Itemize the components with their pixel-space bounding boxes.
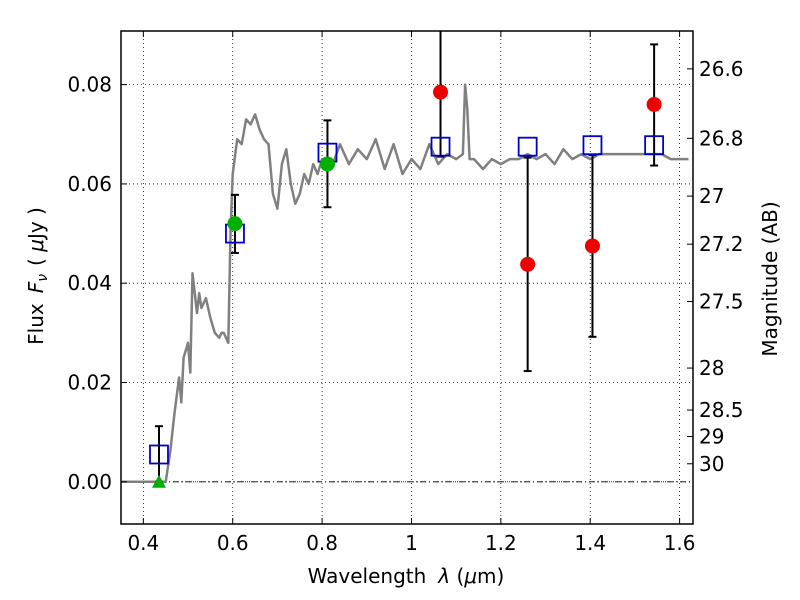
x-tick-label: 1.6 xyxy=(664,531,696,555)
y2-tick-label: 27 xyxy=(699,184,724,208)
y2-tick-label: 28 xyxy=(699,356,724,380)
model-photometry-square xyxy=(430,136,451,157)
y-tick-label: 0.06 xyxy=(67,172,112,196)
y2-axis-title: Magnitude (AB) xyxy=(758,201,782,356)
model-photometry-square xyxy=(582,135,603,156)
model-spectrum-line xyxy=(121,83,689,484)
y-tick-label: 0.04 xyxy=(67,271,112,295)
y2-tick-label: 28.5 xyxy=(699,398,744,422)
y-tick-label: 0.02 xyxy=(67,371,112,395)
axes: 0.4 0.6 0.8 1 1.2 1.4 1.6 0.00 0.02 0.04 0.06 0.08 2… xyxy=(67,31,744,555)
y2-tick-label: 27.5 xyxy=(699,290,744,314)
model-photometry-square xyxy=(517,136,538,157)
y2-tick-label: 26.8 xyxy=(699,126,744,150)
low-sn-point xyxy=(584,238,600,254)
low-sn-point xyxy=(520,256,536,272)
grid-lines xyxy=(121,31,693,524)
y-tick-label: 0.00 xyxy=(67,470,112,494)
detection-point xyxy=(319,156,335,172)
detection-point xyxy=(227,216,243,232)
y2-tick-label: 26.6 xyxy=(699,57,744,81)
plot-area xyxy=(121,31,689,488)
y-axis-title: FluxFν( μJy ) xyxy=(24,207,51,345)
low-sn-point xyxy=(646,96,662,112)
y-tick-label: 0.08 xyxy=(67,73,112,97)
y2-tick-label: 29 xyxy=(699,425,724,449)
plot-frame xyxy=(120,30,694,525)
upper-limit-triangle xyxy=(151,474,166,488)
model-photometry-square xyxy=(149,444,169,465)
x-tick-label: 1.4 xyxy=(574,531,606,555)
y2-tick-label: 30 xyxy=(699,452,724,476)
x-tick-label: 0.6 xyxy=(217,531,249,555)
model-photometry-square xyxy=(644,135,665,156)
x-tick-label: 1 xyxy=(405,531,418,555)
x-tick-label: 1.2 xyxy=(485,531,517,555)
x-tick-label: 0.8 xyxy=(306,531,338,555)
low-sn-point xyxy=(433,84,449,100)
x-axis-title: Wavelength λ (μm) xyxy=(308,564,505,588)
y2-tick-label: 27.2 xyxy=(699,232,744,256)
x-tick-label: 0.4 xyxy=(127,531,159,555)
